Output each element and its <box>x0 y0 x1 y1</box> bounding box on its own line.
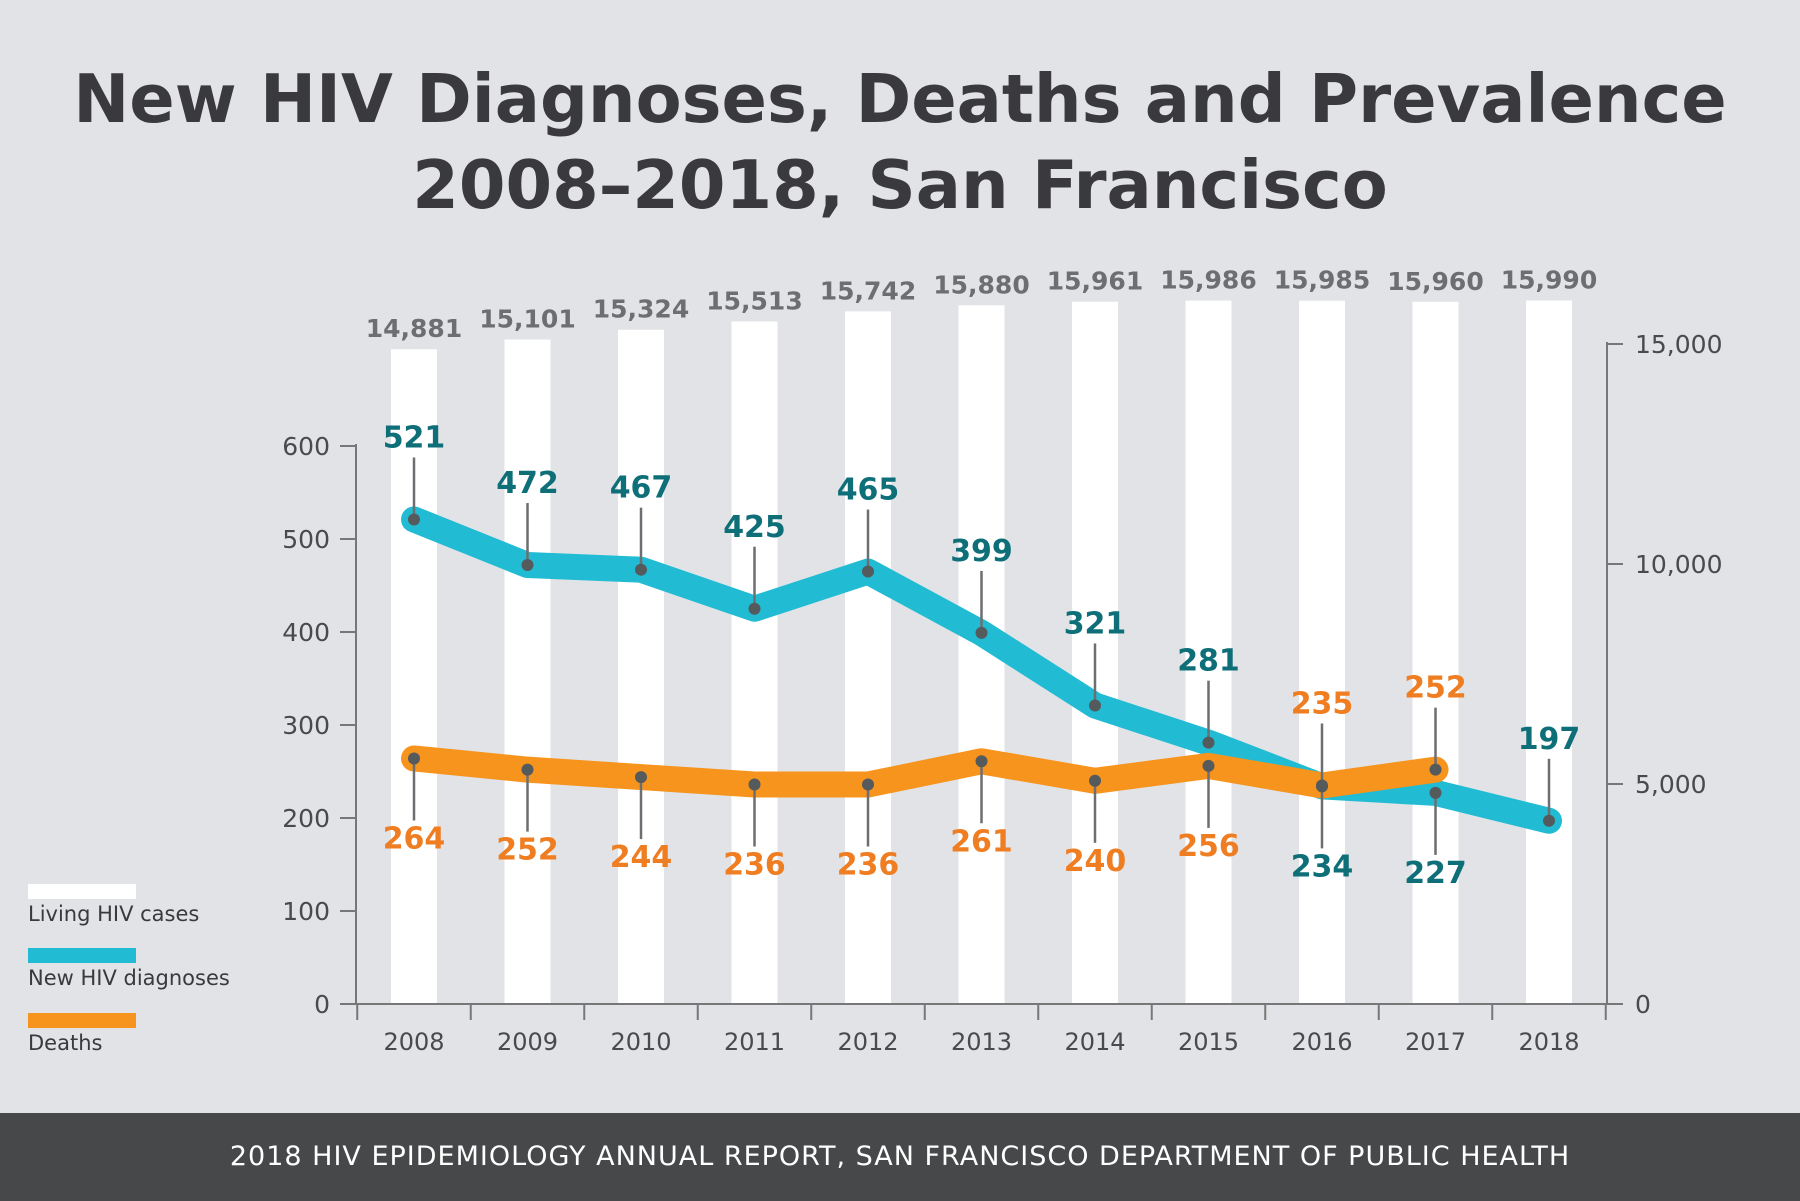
data-label-new-hiv-diagnoses-2017: 227 <box>1404 856 1467 891</box>
bar-label-living-hiv-cases-2014: 15,961 <box>1047 267 1143 296</box>
data-label-new-hiv-diagnoses-2016: 234 <box>1291 849 1354 884</box>
footer-source: 2018 HIV EPIDEMIOLOGY ANNUAL REPORT, SAN… <box>0 1113 1800 1201</box>
data-label-deaths-2009: 252 <box>496 833 559 868</box>
legend-label-living-hiv-cases: Living HIV cases <box>28 902 200 926</box>
bar-living-hiv-cases-2009 <box>504 339 551 1004</box>
data-label-deaths-2014: 240 <box>1064 844 1127 879</box>
point-new-hiv-diagnoses-2017 <box>1429 786 1442 799</box>
x-tick-label-2013: 2013 <box>951 1028 1012 1056</box>
right-y-tick-label-0: 0 <box>1635 990 1651 1019</box>
x-tick-label-2018: 2018 <box>1518 1028 1579 1056</box>
bar-label-living-hiv-cases-2009: 15,101 <box>479 305 575 334</box>
right-y-tick-label-10000: 10,000 <box>1635 550 1722 579</box>
data-label-new-hiv-diagnoses-2010: 467 <box>610 471 673 506</box>
point-deaths-2016 <box>1316 779 1328 792</box>
data-label-deaths-2013: 261 <box>950 824 1013 859</box>
left-y-tick-label-200: 200 <box>282 804 330 833</box>
chart-title: New HIV Diagnoses, Deaths and Prevalence… <box>0 56 1800 228</box>
point-new-hiv-diagnoses-2012 <box>862 565 874 578</box>
left-y-tick-label-400: 400 <box>282 618 330 647</box>
left-y-tick-label-100: 100 <box>282 897 330 926</box>
bar-living-hiv-cases-2016 <box>1299 300 1345 1004</box>
data-label-deaths-2010: 244 <box>610 840 673 875</box>
x-tick-label-2012: 2012 <box>837 1028 898 1056</box>
chart-title-line-1: New HIV Diagnoses, Deaths and Prevalence <box>73 60 1727 138</box>
x-tick-label-2008: 2008 <box>383 1028 444 1056</box>
data-label-new-hiv-diagnoses-2011: 425 <box>723 510 786 545</box>
bar-label-living-hiv-cases-2008: 14,881 <box>366 314 462 343</box>
point-new-hiv-diagnoses-2015 <box>1202 736 1215 749</box>
chart-title-line-2: 2008–2018, San Francisco <box>412 146 1388 224</box>
bar-label-living-hiv-cases-2010: 15,324 <box>593 295 689 324</box>
data-label-new-hiv-diagnoses-2012: 465 <box>837 473 900 508</box>
point-deaths-2014 <box>1089 774 1101 787</box>
right-y-tick-label-15000: 15,000 <box>1635 330 1722 359</box>
data-label-deaths-2017: 252 <box>1404 671 1467 706</box>
point-new-hiv-diagnoses-2010 <box>635 563 647 576</box>
point-deaths-2013 <box>975 755 988 768</box>
legend-swatch-living-hiv-cases <box>28 884 136 899</box>
bar-label-living-hiv-cases-2015: 15,986 <box>1160 266 1256 295</box>
data-label-deaths-2012: 236 <box>837 848 900 883</box>
bar-living-hiv-cases-2015 <box>1185 300 1232 1005</box>
x-tick-label-2009: 2009 <box>497 1028 558 1056</box>
bar-living-hiv-cases-2012 <box>845 311 891 1004</box>
bar-living-hiv-cases-2017 <box>1412 301 1459 1004</box>
bar-living-hiv-cases-2010 <box>618 329 664 1004</box>
data-label-deaths-2016: 235 <box>1291 686 1354 721</box>
left-y-tick-label-500: 500 <box>282 525 330 554</box>
point-deaths-2015 <box>1202 759 1215 772</box>
bar-label-living-hiv-cases-2013: 15,880 <box>933 270 1029 299</box>
data-label-new-hiv-diagnoses-2015: 281 <box>1177 644 1240 679</box>
data-label-new-hiv-diagnoses-2009: 472 <box>496 466 559 501</box>
x-tick-label-2010: 2010 <box>610 1028 671 1056</box>
data-label-new-hiv-diagnoses-2018: 197 <box>1518 722 1581 757</box>
point-new-hiv-diagnoses-2013 <box>975 626 988 639</box>
legend-label-new-hiv-diagnoses: New HIV diagnoses <box>28 966 230 990</box>
bar-living-hiv-cases-2011 <box>731 321 778 1005</box>
bar-label-living-hiv-cases-2011: 15,513 <box>706 286 802 315</box>
data-label-new-hiv-diagnoses-2014: 321 <box>1064 606 1127 641</box>
chart-plot: 14,881 15,101 15,324 15,513 15,742 15,880 15,9… <box>282 265 1722 1056</box>
data-label-deaths-2015: 256 <box>1177 829 1240 864</box>
point-deaths-2012 <box>862 778 874 791</box>
x-tick-label-2016: 2016 <box>1291 1028 1352 1056</box>
point-deaths-2017 <box>1429 763 1442 776</box>
right-y-tick-label-5000: 5,000 <box>1635 770 1707 799</box>
point-new-hiv-diagnoses-2014 <box>1089 699 1101 712</box>
left-y-tick-label-300: 300 <box>282 711 330 740</box>
data-label-deaths-2011: 236 <box>723 848 786 883</box>
point-new-hiv-diagnoses-2018 <box>1543 814 1555 827</box>
point-new-hiv-diagnoses-2008 <box>408 513 420 526</box>
bar-label-living-hiv-cases-2018: 15,990 <box>1501 265 1597 294</box>
legend-label-deaths: Deaths <box>28 1031 103 1055</box>
x-tick-label-2015: 2015 <box>1178 1028 1239 1056</box>
data-label-new-hiv-diagnoses-2013: 399 <box>950 534 1013 569</box>
series-line-deaths <box>401 745 1449 799</box>
data-label-new-hiv-diagnoses-2008: 521 <box>383 420 446 455</box>
point-new-hiv-diagnoses-2009 <box>521 559 534 572</box>
legend-item-new-hiv-diagnoses: New HIV diagnoses <box>28 948 230 990</box>
data-label-deaths-2008: 264 <box>383 821 446 856</box>
legend-swatch-new-hiv-diagnoses <box>28 948 136 963</box>
left-y-tick-label-600: 600 <box>282 432 330 461</box>
left-y-tick-label-0: 0 <box>314 990 330 1019</box>
legend-item-deaths: Deaths <box>28 1013 136 1055</box>
bar-label-living-hiv-cases-2016: 15,985 <box>1274 266 1370 295</box>
point-deaths-2008 <box>408 752 420 765</box>
point-new-hiv-diagnoses-2011 <box>748 602 761 615</box>
bar-label-living-hiv-cases-2012: 15,742 <box>820 276 916 305</box>
legend-swatch-deaths <box>28 1013 136 1028</box>
bar-living-hiv-cases-2018 <box>1526 300 1572 1004</box>
x-tick-label-2017: 2017 <box>1405 1028 1466 1056</box>
point-deaths-2009 <box>521 763 534 776</box>
point-deaths-2010 <box>635 771 647 784</box>
legend-item-living-hiv-cases: Living HIV cases <box>28 884 199 926</box>
x-tick-label-2014: 2014 <box>1064 1028 1125 1056</box>
bar-label-living-hiv-cases-2017: 15,960 <box>1387 267 1483 296</box>
point-deaths-2011 <box>748 778 761 791</box>
x-tick-label-2011: 2011 <box>724 1028 785 1056</box>
